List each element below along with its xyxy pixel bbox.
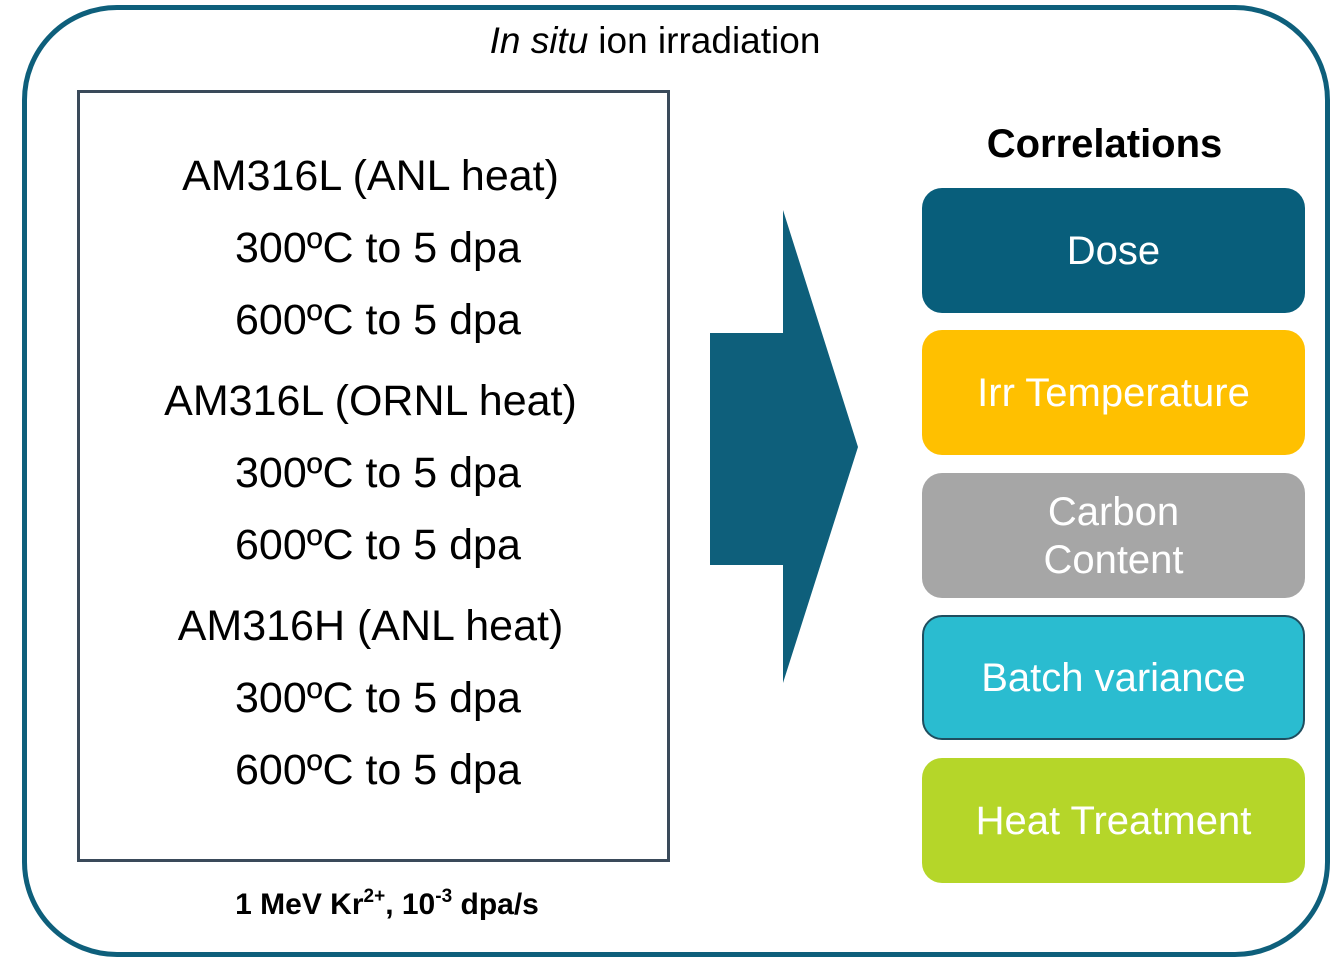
sample-condition: 600ºC to 5 dpa (235, 746, 521, 794)
samples-box: AM316L (ANL heat) 300ºC to 5 dpa 600ºC to … (77, 90, 670, 862)
foot-sup: 2+ (363, 886, 386, 907)
correlation-label: Carbon Content (1043, 489, 1184, 582)
correlation-box: Batch variance (922, 615, 1305, 740)
sample-condition: 300ºC to 5 dpa (235, 224, 521, 272)
correlation-label: Batch variance (981, 655, 1246, 700)
frame (22, 5, 1330, 957)
sample-condition: 600ºC to 5 dpa (235, 521, 521, 569)
title-italic: In situ (489, 20, 589, 61)
sample-condition: 600ºC to 5 dpa (235, 296, 521, 344)
footnote: 1 MeV Kr2+, 10-3 dpa/s (77, 886, 697, 922)
correlation-box: Carbon Content (922, 473, 1305, 598)
foot-part: 1 MeV Kr (235, 888, 364, 921)
foot-sup: -3 (435, 886, 453, 907)
sample-heading: AM316H (ANL heat) (177, 602, 564, 650)
correlation-label: Irr Temperature (977, 370, 1250, 415)
correlation-box: Heat Treatment (922, 758, 1305, 883)
sample-condition: 300ºC to 5 dpa (235, 449, 521, 497)
sample-group: AM316H (ANL heat) 300ºC to 5 dpa 600ºC to … (80, 590, 673, 806)
foot-part: , 10 (385, 888, 436, 921)
correlation-box: Dose (922, 188, 1305, 313)
sample-heading: AM316L (ORNL heat) (164, 377, 577, 425)
sample-heading: AM316L (ANL heat) (182, 152, 559, 200)
title-rest: ion irradiation (598, 20, 821, 61)
correlations-title: Correlations (986, 122, 1223, 166)
correlation-label: Heat Treatment (975, 798, 1252, 843)
sample-group: AM316L (ORNL heat) 300ºC to 5 dpa 600ºC to… (80, 365, 673, 581)
correlation-label: Dose (1066, 228, 1161, 273)
correlation-box: Irr Temperature (922, 330, 1305, 455)
sample-condition: 300ºC to 5 dpa (235, 674, 521, 722)
title: In situ ion irradiation (0, 20, 1310, 62)
sample-group: AM316L (ANL heat) 300ºC to 5 dpa 600ºC to … (80, 140, 673, 356)
foot-part: dpa/s (452, 888, 539, 921)
